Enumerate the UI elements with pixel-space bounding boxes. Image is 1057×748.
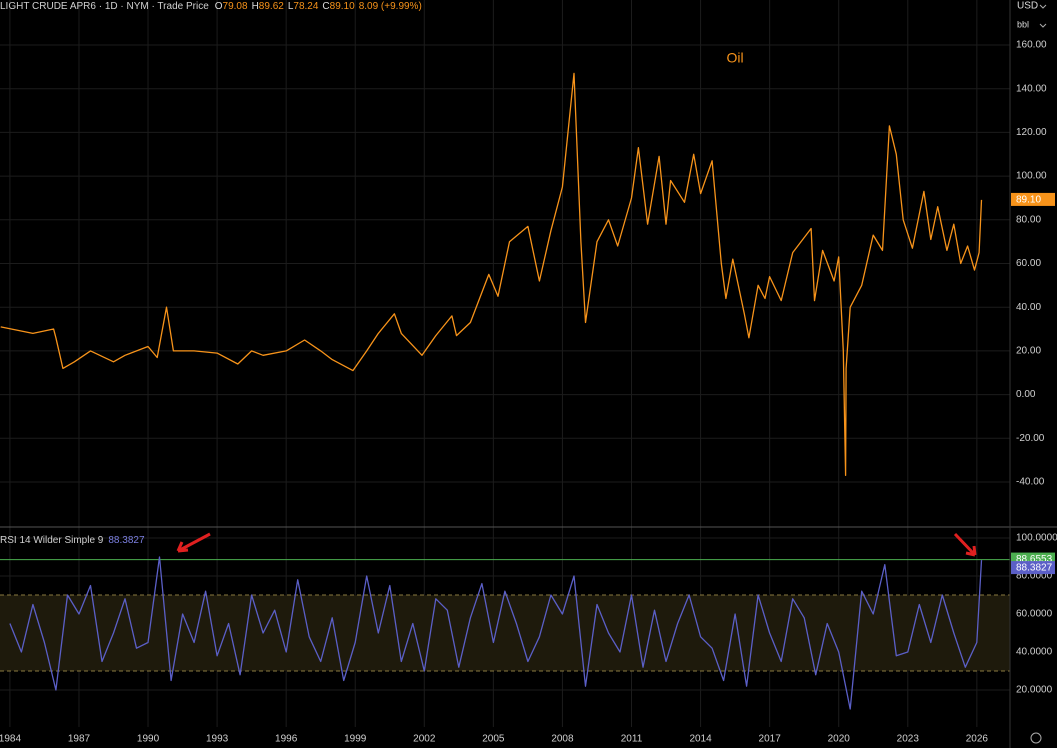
x-tick-label: 1987 <box>68 734 91 745</box>
x-tick-label: 1993 <box>206 734 229 745</box>
currency: USD <box>1017 1 1038 12</box>
last-value-label: 89.10 <box>1016 195 1041 206</box>
x-tick-label: 2011 <box>621 734 643 745</box>
x-tick-label: 1984 <box>0 734 21 745</box>
last-value-label: 88.3827 <box>1016 563 1053 574</box>
rsi-header: RSI 14 Wilder Simple 9 88.3827 <box>0 535 145 546</box>
chart-title: Oil <box>726 50 743 66</box>
grid <box>0 0 1010 727</box>
x-tick-label: 2026 <box>966 734 989 745</box>
y-tick-label: 140.00 <box>1016 83 1047 94</box>
arrow <box>176 532 211 553</box>
y-tick-label: 20.00 <box>1016 346 1041 357</box>
y-tick-label: 60.0000 <box>1016 609 1053 620</box>
rsi-title: RSI 14 Wilder Simple 9 <box>0 535 104 546</box>
unit: bbl <box>1017 19 1029 29</box>
arrow <box>953 532 977 557</box>
signal-label: 88.6553 <box>1016 554 1053 565</box>
y-tick-label: 100.0000 <box>1016 533 1057 544</box>
x-tick-label: 2017 <box>759 734 782 745</box>
y-tick-label: -20.00 <box>1016 433 1045 444</box>
x-tick-label: 1996 <box>275 734 298 745</box>
line <box>9 556 983 710</box>
change: 8.09 (+9.99%) <box>359 1 422 12</box>
x-tick-label: 2020 <box>828 734 851 745</box>
ohlc-value: 89.62 <box>259 1 284 12</box>
ohlc-value: 79.08 <box>223 1 248 12</box>
y-tick-label: 100.00 <box>1016 171 1047 182</box>
x-tick-label: 2008 <box>551 734 574 745</box>
ohlc: O79.08 H89.62 L78.24 C89.10 <box>215 1 355 12</box>
x-tick-label: 1990 <box>137 734 160 745</box>
y-tick-label: -40.00 <box>1016 477 1045 488</box>
ohlc-key: C <box>322 1 329 12</box>
x-tick-label: 2002 <box>413 734 436 745</box>
x-tick-label: 2023 <box>897 734 920 745</box>
ohlc-key: O <box>215 1 223 12</box>
ohlc-key: L <box>288 1 294 12</box>
dropdown-icon[interactable] <box>1039 4 1047 28</box>
y-tick-label: 60.00 <box>1016 258 1041 269</box>
line <box>0 72 983 477</box>
y-tick-label: 0.00 <box>1016 389 1036 400</box>
last-value-box <box>1011 192 1055 206</box>
y-tick-label: 20.0000 <box>1016 685 1053 696</box>
x-tick-label: 2014 <box>689 734 712 745</box>
ohlc-key: H <box>252 1 259 12</box>
band <box>0 595 1010 672</box>
ohlc-value: 89.10 <box>330 1 355 12</box>
x-tick-label: 2005 <box>482 734 505 745</box>
settings-icon[interactable] <box>1030 732 1042 744</box>
y-tick-label: 40.0000 <box>1016 647 1053 658</box>
rsi-value: 88.3827 <box>108 535 145 546</box>
y-tick-label: 160.00 <box>1016 40 1047 51</box>
plot <box>0 72 1010 710</box>
x-tick-label: 1999 <box>344 734 367 745</box>
header: LIGHT CRUDE APR6 · 1D · NYM · Trade Pric… <box>0 1 422 12</box>
y-tick-label: 80.0000 <box>1016 571 1053 582</box>
last-value-box <box>1011 561 1055 575</box>
y-tick-label: 80.00 <box>1016 214 1041 225</box>
ohlc-value: 78.24 <box>293 1 318 12</box>
y-tick-label: 40.00 <box>1016 302 1041 313</box>
y-tick-label: 120.00 <box>1016 127 1047 138</box>
symbol: LIGHT CRUDE APR6 · 1D · NYM · Trade Pric… <box>0 1 209 12</box>
